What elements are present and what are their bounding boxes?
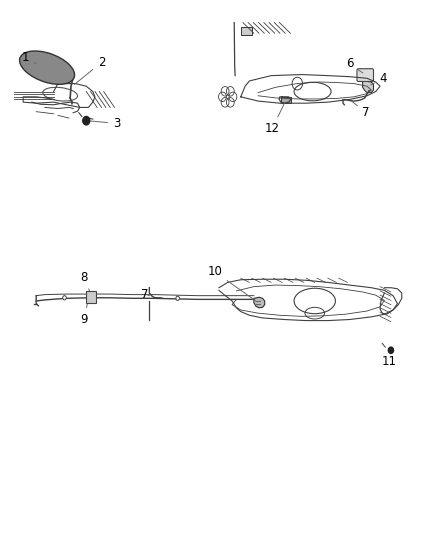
Polygon shape [363, 81, 374, 93]
FancyBboxPatch shape [357, 69, 374, 82]
Text: 6: 6 [346, 58, 363, 73]
Text: 4: 4 [371, 72, 387, 85]
Bar [86, 291, 96, 303]
Bar [241, 27, 252, 35]
Text: 7: 7 [141, 288, 149, 301]
Text: 10: 10 [207, 265, 256, 301]
Text: 3: 3 [89, 117, 120, 130]
Text: 11: 11 [381, 350, 396, 368]
Circle shape [389, 347, 393, 353]
Text: 12: 12 [265, 102, 285, 135]
Text: 1: 1 [21, 51, 36, 63]
Circle shape [83, 116, 90, 125]
Polygon shape [254, 297, 265, 308]
Text: 7: 7 [352, 101, 370, 119]
Bar [281, 97, 291, 103]
Text: 8: 8 [81, 271, 91, 294]
Text: 2: 2 [74, 56, 105, 84]
Circle shape [63, 296, 66, 300]
Circle shape [176, 296, 180, 301]
Ellipse shape [20, 51, 74, 84]
Text: 9: 9 [80, 301, 88, 326]
